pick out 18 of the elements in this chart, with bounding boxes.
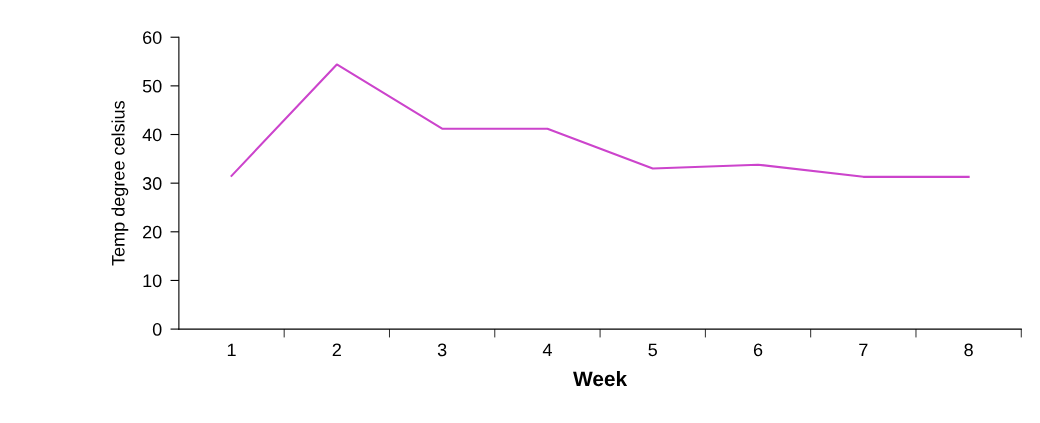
y-tick-label: 60 [143, 31, 162, 44]
y-tick-label: 40 [142, 128, 162, 142]
x-tick-label: 8 [964, 343, 973, 357]
x-tick-label: 5 [648, 343, 657, 357]
x-tick-label: 2 [332, 343, 341, 357]
x-tick-label: 6 [753, 343, 763, 357]
y-tick-label: 0 [152, 323, 162, 336]
x-tick-label: 3 [437, 343, 447, 357]
x-tick-label: 7 [859, 343, 868, 357]
y-axis-title: Temp degree celsius [111, 101, 129, 266]
y-tick-label: 30 [142, 177, 162, 190]
x-tick-label: 4 [542, 343, 552, 357]
y-tick-label: 50 [142, 79, 162, 93]
x-tick-label: 1 [227, 343, 236, 357]
line-series [230, 63, 970, 178]
y-tick-label: 10 [143, 274, 162, 288]
x-axis-title: Week [573, 370, 628, 387]
y-tick-label: 20 [143, 225, 162, 239]
